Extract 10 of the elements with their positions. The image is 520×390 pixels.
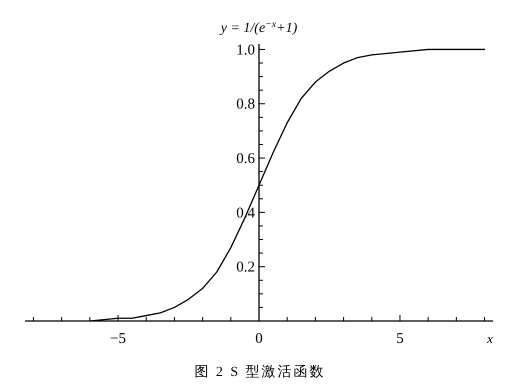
y-tick-label: 0.8 [236,96,255,113]
y-tick-label: 0.6 [236,151,256,168]
x-tick-label: 0 [255,331,263,347]
caption: 图 2 S 型激活函数 [194,364,326,380]
y-axis-title: y = 1/(e$^{−x}$+1) [218,18,298,36]
x-axis-title: x [486,331,494,346]
y-tick-label: 0.2 [236,260,255,276]
x-tick-label: 5 [396,331,404,347]
x-tick-label: −5 [110,331,126,347]
y-tick-label: 1.0 [236,42,255,58]
